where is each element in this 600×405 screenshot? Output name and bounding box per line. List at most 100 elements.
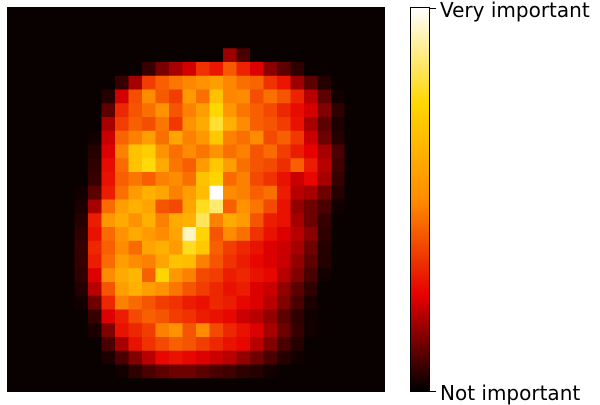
heatmap-cell [88,268,103,283]
heatmap-cell [182,240,197,256]
heatmap-cell [223,254,238,269]
heatmap-cell [344,34,359,49]
heatmap-cell [371,117,385,132]
heatmap-cell [263,89,278,104]
heatmap-cell [7,103,22,118]
heatmap-cell [7,144,22,159]
heatmap-cell [304,89,319,104]
heatmap-cell [128,62,143,77]
heatmap-cell [277,199,292,214]
heatmap-cell [115,89,130,104]
heatmap-cell [358,282,373,297]
heatmap-cell [182,62,197,77]
heatmap-cell [142,350,157,366]
heatmap-cell [331,117,346,132]
heatmap-cell [290,295,305,311]
heatmap-cell [7,213,22,228]
heatmap-cell [47,172,62,187]
heatmap-cell [317,34,332,49]
heatmap-cell [344,130,359,146]
heatmap-cell [304,337,319,352]
heatmap-cell [317,350,332,366]
heatmap-cell [196,350,211,366]
heatmap-cell [34,185,49,201]
heatmap-cell [196,227,211,242]
heatmap-cell [344,337,359,352]
heatmap-cell [34,295,49,311]
heatmap-cell [344,227,359,242]
heatmap-cell [209,337,224,352]
heatmap-cell [290,20,305,36]
heatmap-cell [7,48,22,63]
heatmap-cell [344,350,359,366]
heatmap-cell [101,62,116,77]
heatmap-cell [209,350,224,366]
heatmap-cell [47,282,62,297]
heatmap-cell [115,227,130,242]
heatmap-cell [169,337,184,352]
heatmap-cell [128,199,143,214]
heatmap-cell [277,103,292,118]
heatmap-cell [47,309,62,324]
heatmap-cell [358,158,373,173]
heatmap-cell [88,282,103,297]
heatmap-cell [182,323,197,338]
heatmap-cell [182,309,197,324]
heatmap-cell [169,34,184,49]
heatmap-cell [115,254,130,269]
heatmap-cell [331,34,346,49]
heatmap-cell [88,295,103,311]
heatmap-cell [196,364,211,379]
heatmap-cell [223,62,238,77]
heatmap-cell [304,268,319,283]
heatmap-cell [358,20,373,36]
heatmap-cell [61,350,76,366]
heatmap-cell [223,213,238,228]
heatmap-cell [7,309,22,324]
heatmap-cell [304,103,319,118]
heatmap-cell [155,7,170,22]
heatmap-cell [74,20,89,36]
heatmap-cell [223,227,238,242]
heatmap-cell [128,295,143,311]
heatmap-cell [74,185,89,201]
heatmap-cell [331,199,346,214]
heatmap-cell [142,199,157,214]
heatmap-cell [20,185,35,201]
heatmap-cell [47,240,62,256]
heatmap-cell [223,185,238,201]
heatmap-cell [20,337,35,352]
heatmap-cell [304,350,319,366]
heatmap-cell [250,323,265,338]
heatmap-cell [182,295,197,311]
heatmap-cell [236,337,251,352]
heatmap-cell [290,282,305,297]
heatmap-cell [290,130,305,146]
heatmap-cell [169,309,184,324]
heatmap-cell [358,7,373,22]
heatmap-cell [101,75,116,91]
heatmap-cell [142,282,157,297]
heatmap-cell [250,227,265,242]
heatmap-cell [182,89,197,104]
heatmap-cell [250,144,265,159]
heatmap-cell [371,282,385,297]
heatmap-cell [88,130,103,146]
heatmap-cell [344,117,359,132]
heatmap-cell [358,144,373,159]
heatmap-cell [317,62,332,77]
heatmap-cell [358,48,373,63]
heatmap-cell [115,62,130,77]
heatmap-cell [142,117,157,132]
heatmap-cell [20,227,35,242]
heatmap-cell [223,75,238,91]
heatmap-cell [331,75,346,91]
heatmap-cell [196,378,211,392]
heatmap-cell [74,282,89,297]
heatmap-cell [169,103,184,118]
heatmap-cell [344,62,359,77]
heatmap-cell [88,309,103,324]
heatmap [7,7,385,392]
heatmap-cell [182,378,197,392]
heatmap-cell [115,172,130,187]
